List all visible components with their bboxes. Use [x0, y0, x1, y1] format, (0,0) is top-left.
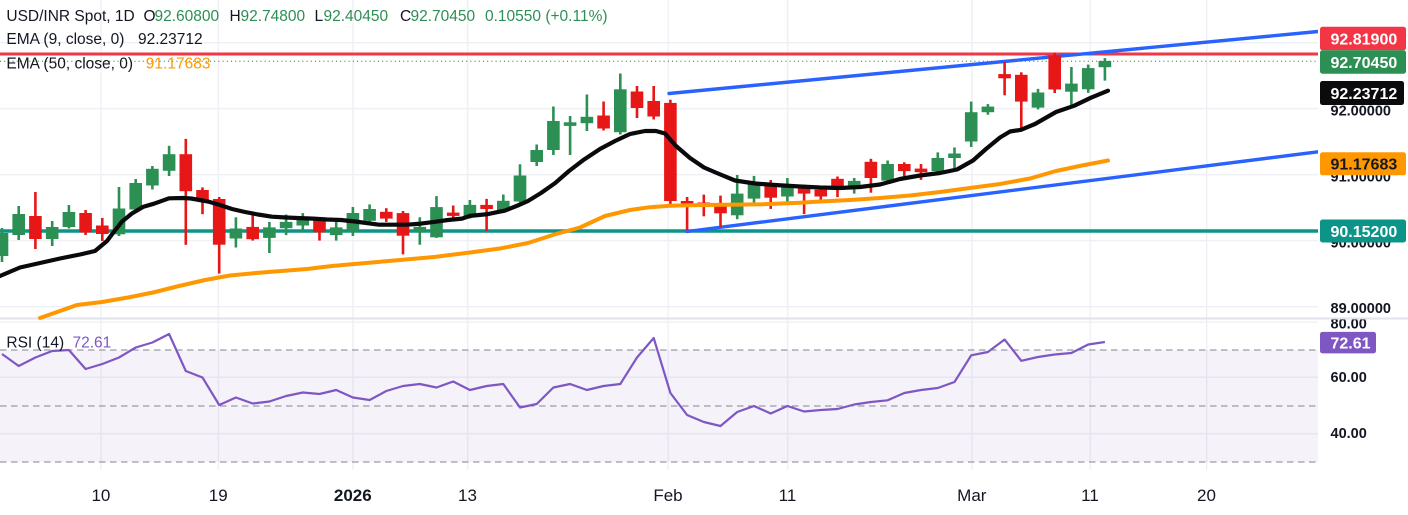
svg-text:80.00: 80.00	[1331, 317, 1367, 333]
svg-text:91.17683: 91.17683	[1331, 157, 1398, 174]
svg-text:11: 11	[1081, 486, 1099, 505]
svg-text:92.23712: 92.23712	[1331, 86, 1398, 103]
svg-text:92.81900: 92.81900	[1331, 31, 1398, 48]
svg-text:0.10550 (+0.11%): 0.10550 (+0.11%)	[485, 8, 608, 25]
svg-text:72.61: 72.61	[73, 335, 112, 352]
svg-text:89.00000: 89.00000	[1331, 301, 1391, 317]
svg-text:2026: 2026	[334, 486, 372, 505]
svg-text:L: L	[315, 8, 324, 25]
svg-text:40.00: 40.00	[1331, 426, 1367, 442]
svg-text:C: C	[400, 8, 411, 25]
svg-text:RSI (14): RSI (14)	[6, 335, 64, 352]
svg-text:H: H	[230, 8, 241, 25]
svg-text:EMA (50, close, 0): EMA (50, close, 0)	[6, 56, 133, 73]
svg-text:O: O	[144, 8, 156, 25]
svg-text:92.70450: 92.70450	[1331, 55, 1398, 72]
svg-text:13: 13	[458, 486, 477, 505]
svg-text:60.00: 60.00	[1331, 370, 1367, 386]
svg-text:92.60800: 92.60800	[155, 8, 220, 25]
svg-text:19: 19	[209, 486, 228, 505]
svg-text:11: 11	[779, 486, 797, 505]
svg-text:EMA (9, close, 0): EMA (9, close, 0)	[6, 31, 124, 48]
svg-text:92.70450: 92.70450	[411, 8, 476, 25]
svg-text:Mar: Mar	[957, 486, 987, 505]
svg-text:92.40450: 92.40450	[324, 8, 389, 25]
svg-text:72.61: 72.61	[1331, 336, 1371, 353]
svg-text:10: 10	[91, 486, 110, 505]
svg-text:92.23712: 92.23712	[138, 31, 203, 48]
svg-text:20: 20	[1197, 486, 1216, 505]
svg-text:Feb: Feb	[653, 486, 682, 505]
svg-text:92.00000: 92.00000	[1331, 103, 1391, 119]
svg-text:90.15200: 90.15200	[1331, 224, 1398, 241]
svg-text:91.17683: 91.17683	[146, 56, 211, 73]
svg-text:92.74800: 92.74800	[241, 8, 306, 25]
svg-text:USD/INR Spot, 1D: USD/INR Spot, 1D	[6, 8, 134, 25]
